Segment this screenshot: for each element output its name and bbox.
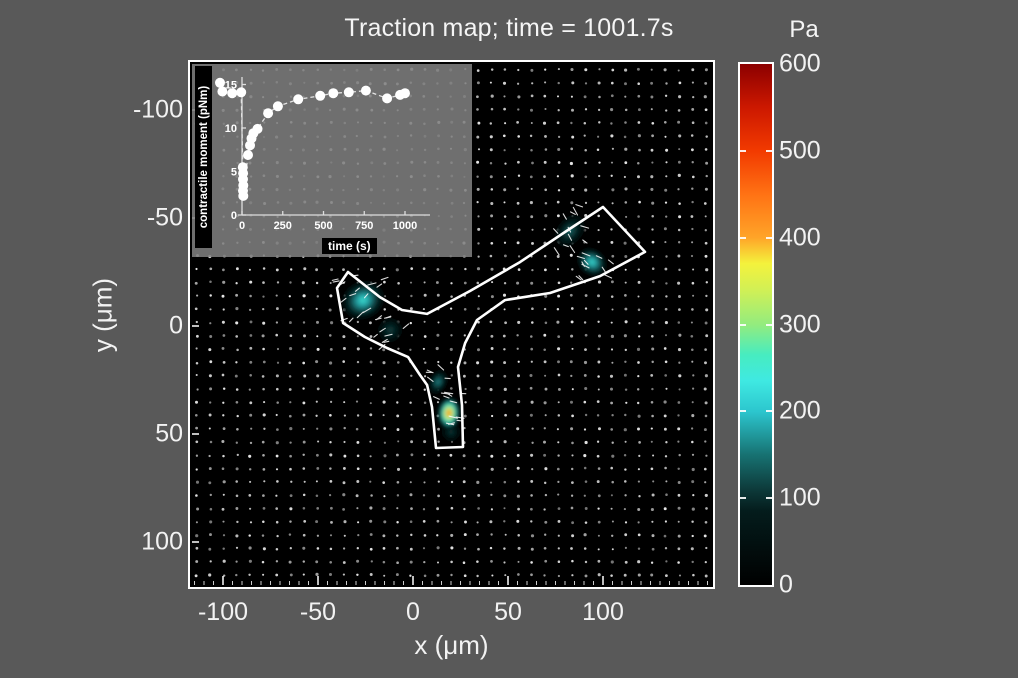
axis-inner-ticks — [192, 109, 708, 585]
y-tick-label: 0 — [169, 311, 183, 340]
x-axis-label: x (μm) — [414, 630, 489, 660]
colorbar-tick-mark — [740, 323, 746, 326]
y-tick-label: -100 — [132, 95, 183, 124]
svg-text:250: 250 — [274, 220, 292, 232]
svg-text:15: 15 — [225, 80, 237, 92]
x-tick-label: 50 — [494, 598, 522, 626]
y-tick-label: 50 — [155, 419, 183, 448]
inset-data-points — [215, 77, 410, 201]
x-tick-label: -50 — [299, 598, 337, 626]
svg-text:500: 500 — [314, 220, 332, 232]
y-tick-label: 100 — [141, 527, 183, 556]
colorbar-tick-mark — [766, 323, 772, 326]
colorbar-tick-label: 400 — [779, 223, 821, 252]
y-tick-label: -50 — [146, 203, 183, 232]
colorbar-tick-label: 100 — [779, 483, 821, 512]
x-tick-label: 0 — [406, 598, 420, 626]
colorbar-tick-mark — [766, 236, 772, 239]
colorbar-tick-mark — [740, 497, 746, 500]
inset-tick-labels: 0 5 10 15 0 250 500 750 1000 — [225, 80, 417, 233]
inset-y-axis-label: contractile moment (pNm) — [197, 85, 210, 229]
colorbar-tick-label: 600 — [779, 49, 821, 78]
colorbar-tick-mark — [766, 497, 772, 500]
x-tick-label: 100 — [582, 598, 624, 626]
inset-x-axis-label-box: time (s) — [322, 238, 377, 254]
svg-text:750: 750 — [355, 220, 373, 232]
cell-outline — [335, 205, 647, 450]
traction-hotspot — [427, 368, 449, 396]
figure-title: Traction map; time = 1001.7s — [344, 14, 674, 42]
traction-hotspot — [576, 246, 608, 278]
traction-hotspot — [437, 396, 461, 430]
colorbar-tick-label: 200 — [779, 396, 821, 425]
colorbar-tick-mark — [766, 410, 772, 413]
inset-y-axis-label-box: contractile moment (pNm) — [195, 66, 212, 248]
traction-map-plot: 0 5 10 15 0 250 500 750 1000 contractile moment … — [188, 60, 715, 589]
svg-text:1000: 1000 — [393, 220, 417, 232]
colorbar-tick-label: 0 — [779, 570, 793, 599]
inset-plot-svg: 0 5 10 15 0 250 500 750 1000 — [215, 77, 430, 233]
colorbar-tick-mark — [740, 410, 746, 413]
colorbar-tick-label: 500 — [779, 136, 821, 165]
inset-x-axis-label: time (s) — [328, 239, 371, 253]
colorbar-tick-mark — [766, 149, 772, 152]
svg-text:10: 10 — [225, 123, 237, 135]
traction-hotspot — [375, 316, 405, 345]
svg-text:5: 5 — [231, 167, 237, 179]
colorbar-tick-mark — [740, 236, 746, 239]
colorbar-tick-label: 300 — [779, 310, 821, 338]
x-tick-label: -100 — [197, 598, 249, 626]
svg-text:0: 0 — [239, 220, 245, 232]
inset-plot: 0 5 10 15 0 250 500 750 1000 contractile moment … — [192, 64, 472, 257]
colorbar-title: Pa — [789, 16, 819, 43]
svg-text:0: 0 — [231, 210, 237, 222]
colorbar-tick-mark — [740, 149, 746, 152]
traction-hotspot — [339, 278, 387, 322]
